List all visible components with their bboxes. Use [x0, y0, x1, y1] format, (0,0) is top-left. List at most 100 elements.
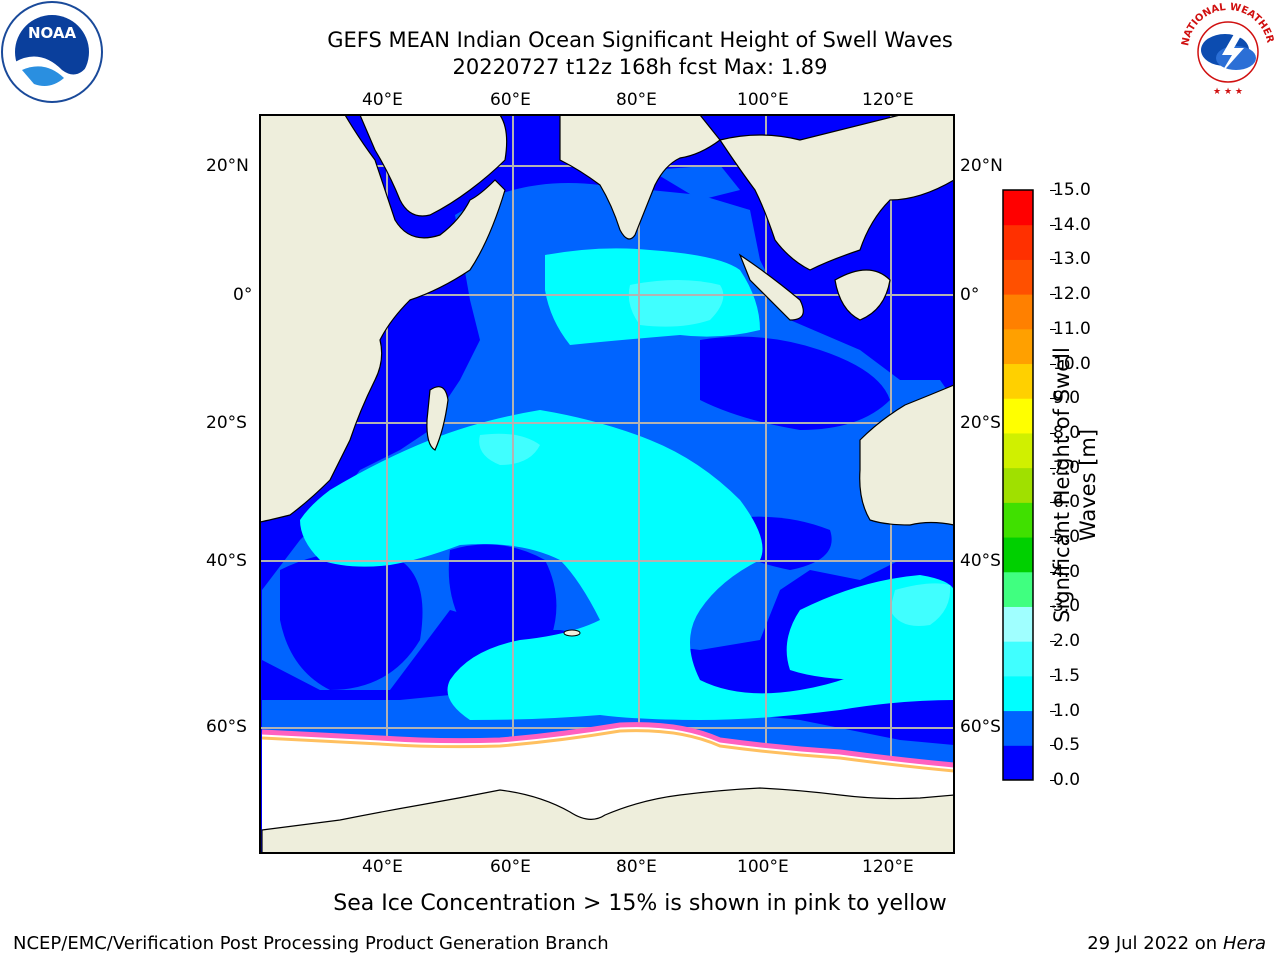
colorbar-swatch: [1003, 259, 1033, 295]
colorbar-label-line2: Waves [m]: [1076, 428, 1100, 542]
colorbar-tick-mark: [1050, 675, 1056, 677]
lat-label-left-40s: 40°S: [206, 551, 247, 571]
sumatra-landmass: [738, 253, 804, 321]
lon-label-bottom-80e: 80°E: [616, 857, 657, 877]
lat-label-left-0: 0°: [233, 285, 253, 305]
map-subtitle: 20220727 t12z 168h fcst Max: 1.89: [452, 55, 828, 79]
colorbar-tick-label: 9.0: [1053, 388, 1081, 409]
madagascar-landmass: [426, 386, 449, 451]
colorbar-tick-label: 2.0: [1053, 631, 1081, 652]
lat-label-left-20s: 20°S: [206, 413, 247, 433]
map-frame: [259, 114, 955, 854]
colorbar-tick-mark: [1050, 294, 1056, 296]
svg-text:★ ★ ★: ★ ★ ★: [1213, 87, 1243, 97]
colorbar-swatch: [1003, 571, 1033, 607]
colorbar-tick-label: 12.0: [1053, 284, 1091, 305]
lon-label-top-120e: 120°E: [862, 90, 914, 110]
arabia-landmass: [359, 114, 508, 217]
colorbar-tick-label: 11.0: [1053, 318, 1091, 339]
colorbar-tick-label: 10.0: [1053, 353, 1091, 374]
colorbar-tick-mark: [1050, 745, 1056, 747]
colorbar-swatch: [1003, 467, 1033, 503]
lat-label-right-60s: 60°S: [960, 717, 1001, 737]
colorbar-swatch: [1003, 363, 1033, 399]
colorbar-tick-mark: [1050, 641, 1056, 643]
colorbar-tick-label: 13.0: [1053, 249, 1091, 270]
map-title: GEFS MEAN Indian Ocean Significant Heigh…: [327, 28, 953, 52]
land-masses: [259, 114, 955, 854]
footer-date-text: 29 Jul 2022 on: [1087, 933, 1223, 954]
colorbar-swatch: [1003, 398, 1033, 434]
se-asia-landmass: [719, 114, 955, 271]
lat-label-right-40s: 40°S: [960, 551, 1001, 571]
footer-machine: Hera: [1222, 933, 1266, 954]
colorbar-tick-label: 4.0: [1053, 561, 1081, 582]
colorbar-swatch: [1003, 675, 1033, 712]
colorbar-tick-mark: [1050, 780, 1056, 781]
australia-landmass: [859, 384, 955, 526]
colorbar-label-line1: Significant Height of Swell: [1050, 347, 1074, 623]
sea-ice-edge-pink: [261, 722, 955, 768]
colorbar-tick-mark: [1050, 710, 1056, 712]
lon-label-bottom-40e: 40°E: [362, 857, 403, 877]
swell-band-1-5-2-0: [479, 280, 951, 626]
antarctica-landmass: [261, 787, 955, 854]
colorbar-tick-label: 6.0: [1053, 492, 1081, 513]
lon-label-top-80e: 80°E: [616, 90, 657, 110]
colorbar-tick-label: 1.0: [1053, 700, 1081, 721]
colorbar-tick-label: 0.0: [1053, 770, 1081, 790]
colorbar-swatch: [1003, 606, 1033, 642]
colorbar-tick-label: 14.0: [1053, 214, 1091, 235]
colorbar-tick-mark: [1050, 571, 1056, 573]
colorbar-ticks: 0.0 0.5 1.0 1.5 2.0 3.0 4.0 5.0 6.0 7.0 8.0 9.0 10.0…: [1050, 180, 1110, 790]
india-landmass: [559, 114, 721, 240]
footer-date: 29 Jul 2022 on Hera: [1087, 933, 1266, 954]
colorbar-tick-label: 15.0: [1053, 180, 1091, 200]
colorbar-tick-mark: [1050, 606, 1056, 608]
colorbar-swatch: [1003, 537, 1033, 573]
svg-text:NOAA: NOAA: [28, 24, 77, 42]
colorbar-tick-mark: [1050, 537, 1056, 539]
nws-logo-icon: NATIONAL WEATHER SERVICE ★ ★ ★: [1174, 0, 1278, 100]
colorbar-swatch: [1003, 745, 1033, 781]
colorbar-swatch: [1003, 502, 1033, 538]
colorbar-swatch: [1003, 294, 1033, 330]
lat-label-left-60s: 60°S: [206, 717, 247, 737]
lat-label-left-20n: 20°N: [206, 156, 249, 176]
lat-label-right-20s: 20°S: [960, 413, 1001, 433]
colorbar-swatch: [1003, 328, 1033, 365]
colorbar-tick-mark: [1050, 190, 1056, 191]
colorbar-tick-mark: [1050, 224, 1056, 226]
lon-label-bottom-120e: 120°E: [862, 857, 914, 877]
colorbar-tick-mark: [1050, 502, 1056, 504]
noaa-logo-icon: NOAA: [0, 0, 105, 105]
colorbar-swatch: [1003, 432, 1033, 469]
colorbar-tick-label: 7.0: [1053, 457, 1081, 478]
colorbar-swatch: [1003, 190, 1033, 226]
sea-ice-caption: Sea Ice Concentration > 15% is shown in …: [333, 891, 947, 916]
indian-ocean-swell-map: [259, 114, 955, 854]
colorbar-swatch: [1003, 641, 1033, 677]
colorbar-label: Significant Height of Swell Waves [m]: [1049, 325, 1101, 645]
colorbar-tick-label: 5.0: [1053, 527, 1081, 548]
sea-ice-edge-yellow: [261, 729, 955, 773]
lon-label-top-60e: 60°E: [490, 90, 531, 110]
lon-label-top-100e: 100°E: [737, 90, 789, 110]
lon-label-top-40e: 40°E: [362, 90, 403, 110]
borneo-landmass: [834, 269, 891, 321]
colorbar-tick-mark: [1050, 259, 1056, 261]
colorbar-tick-label: 3.0: [1053, 596, 1081, 617]
lat-label-right-20n: 20°N: [960, 156, 1003, 176]
colorbar-swatch: [1003, 710, 1033, 746]
colorbar-tick-mark: [1050, 432, 1056, 434]
colorbar-tick-mark: [1050, 363, 1056, 365]
colorbar-tick-label: 1.5: [1053, 665, 1081, 686]
colorbar-swatch: [1003, 224, 1033, 260]
lon-label-bottom-60e: 60°E: [490, 857, 531, 877]
footer-branch: NCEP/EMC/Verification Post Processing Pr…: [13, 933, 609, 954]
lon-label-bottom-100e: 100°E: [737, 857, 789, 877]
lat-label-right-0: 0°: [960, 285, 980, 305]
kerguelen-island: [563, 629, 581, 637]
colorbar-tick-label: 0.5: [1053, 735, 1081, 756]
colorbar: [1002, 189, 1034, 781]
